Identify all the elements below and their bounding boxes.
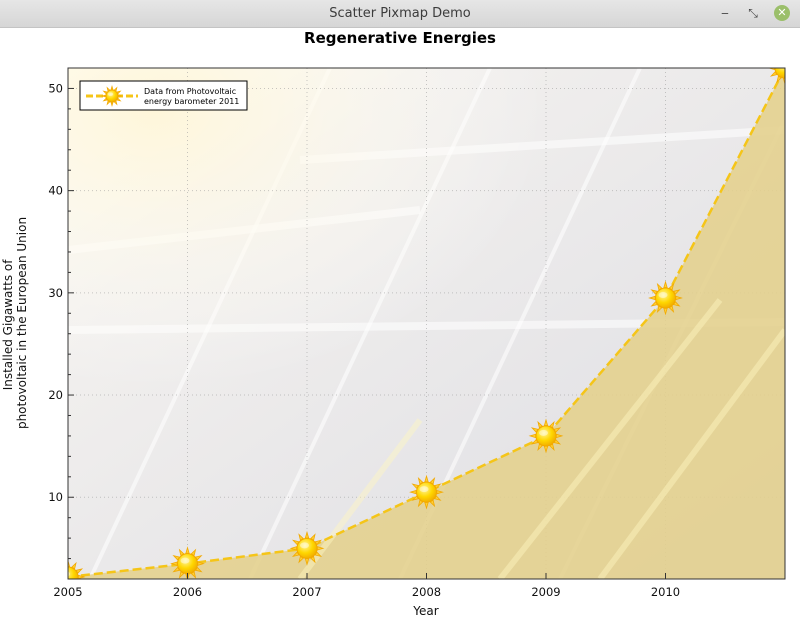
- y-tick-label: 50: [48, 81, 63, 95]
- area-streak: [297, 418, 423, 579]
- series-markers: [68, 68, 785, 579]
- legend-entry-line-1: Data from Photovoltaic: [144, 87, 236, 96]
- data-point-sun-icon-1: [170, 546, 205, 579]
- area-streak: [497, 298, 723, 579]
- data-point-sun-icon-0: [68, 559, 86, 579]
- y-tick-label: 20: [48, 388, 63, 402]
- y-axis-label-line-2: photovoltaic in the European Union: [15, 217, 29, 429]
- x-tick-label: 2007: [292, 585, 321, 599]
- x-tick-label: 2005: [53, 585, 82, 599]
- legend-entry-line-2: energy barometer 2011: [144, 97, 239, 106]
- legend: Data from Photovoltaic energy barometer …: [79, 80, 248, 111]
- data-point-sun-icon-4: [528, 418, 564, 454]
- plot-area: [68, 68, 785, 579]
- window-titlebar: Scatter Pixmap Demo ‒ ⤡ ✕: [0, 0, 800, 28]
- y-axis-label-line-1: Installed Gigawatts of: [1, 259, 15, 391]
- legend-sun-marker: [100, 84, 124, 108]
- y-axis-label: Installed Gigawatts of photovoltaic in t…: [1, 217, 29, 429]
- x-tick-label: 2009: [531, 585, 560, 599]
- data-point-sun-icon-5: [648, 280, 683, 316]
- minimize-button[interactable]: ‒: [721, 6, 729, 20]
- legend-sun-icon: [86, 84, 138, 108]
- data-point-sun-icon-3: [409, 474, 444, 510]
- close-button[interactable]: ✕: [774, 5, 790, 21]
- window-title: Scatter Pixmap Demo: [329, 6, 471, 21]
- restore-button[interactable]: ⤡: [748, 6, 758, 20]
- data-point-sun-icon-2: [289, 530, 325, 566]
- data-point-sun-icon-6: [767, 68, 785, 86]
- x-tick-label: 2006: [173, 585, 202, 599]
- y-tick-label: 30: [48, 286, 63, 300]
- x-axis-label: Year: [412, 604, 438, 618]
- y-tick-label: 40: [48, 184, 63, 198]
- x-tick-label: 2010: [651, 585, 680, 599]
- x-tick-label: 2008: [412, 585, 441, 599]
- series-area: [68, 68, 785, 579]
- chart-title: Regenerative Energies: [304, 29, 496, 47]
- area-streak: [597, 328, 785, 579]
- y-tick-label: 10: [48, 490, 63, 504]
